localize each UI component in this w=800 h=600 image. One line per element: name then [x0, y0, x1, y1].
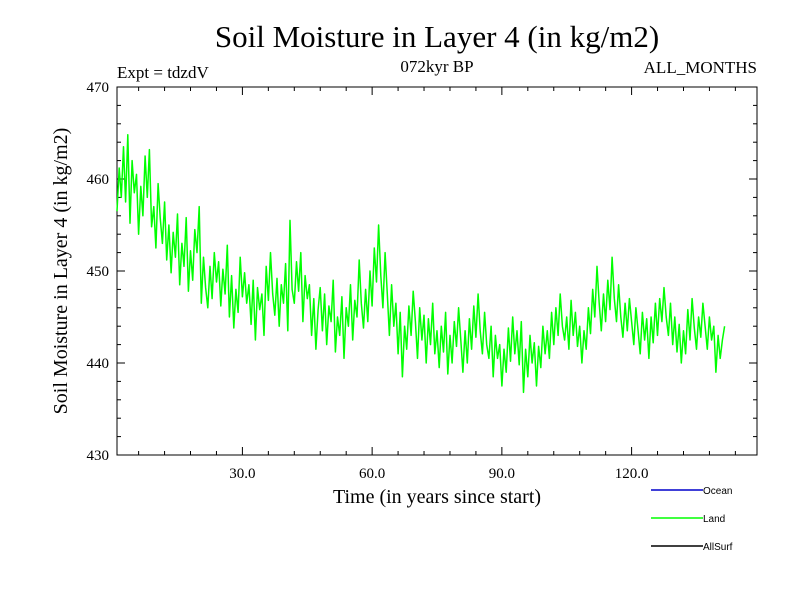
period-label: 072kyr BP	[400, 57, 473, 76]
x-tick-label: 30.0	[229, 466, 255, 482]
y-axis-label: Soil Moisture in Layer 4 (in kg/m2)	[50, 128, 72, 415]
experiment-label: Expt = tdzdV	[117, 63, 209, 82]
chart-title: Soil Moisture in Layer 4 (in kg/m2)	[215, 19, 659, 54]
legend-label-ocean: Ocean	[703, 486, 732, 497]
x-tick-label: 120.0	[615, 466, 649, 482]
land-series-line	[116, 134, 726, 394]
x-tick-label: 60.0	[359, 466, 385, 482]
legend-label-allsurf: AllSurf	[703, 542, 733, 553]
legend: Ocean Land AllSurf	[651, 486, 733, 553]
y-tick-label: 470	[87, 80, 110, 96]
y-tick-label: 450	[87, 264, 110, 280]
y-tick-label: 430	[87, 448, 110, 464]
y-tick-label: 440	[87, 356, 110, 372]
legend-label-land: Land	[703, 514, 725, 525]
x-tick-label: 90.0	[489, 466, 515, 482]
y-tick-label: 460	[87, 172, 110, 188]
x-axis-label: Time (in years since start)	[333, 486, 541, 508]
months-label: ALL_MONTHS	[644, 58, 757, 77]
